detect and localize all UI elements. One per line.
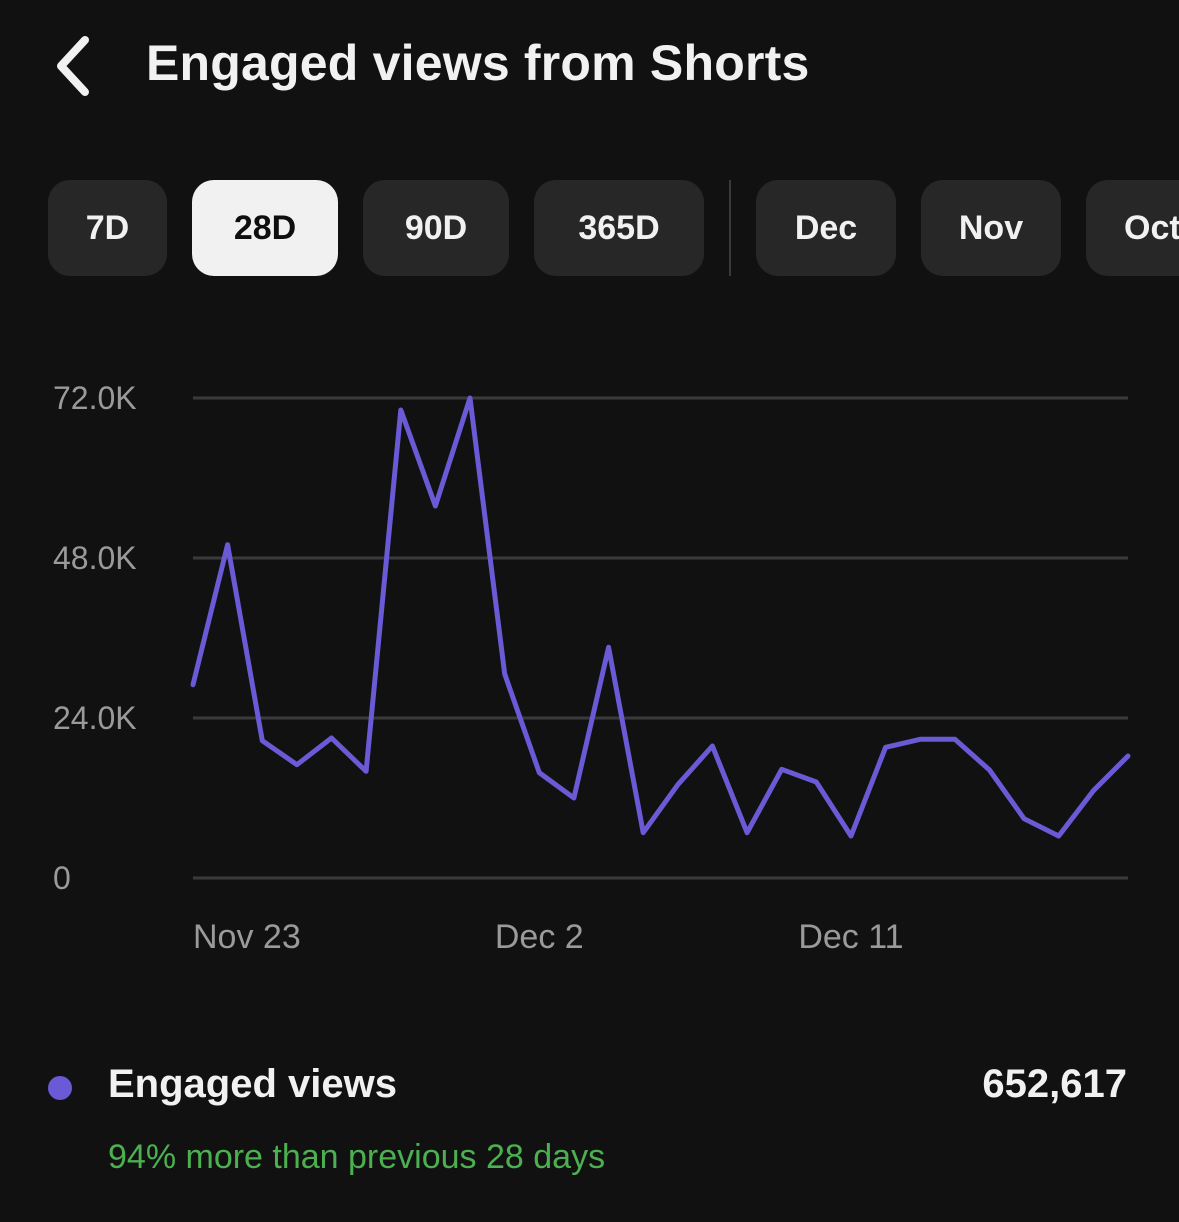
x-tick-label: Dec 2	[495, 918, 584, 956]
chip-90d[interactable]: 90D	[363, 180, 509, 276]
y-tick-label: 72.0K	[53, 380, 137, 416]
chip-divider	[729, 180, 731, 276]
y-tick-label: 24.0K	[53, 700, 137, 736]
legend: Engaged views 652,617 94% more than prev…	[0, 1050, 1179, 1200]
chip-7d[interactable]: 7D	[48, 180, 167, 276]
x-tick-label: Nov 23	[193, 918, 301, 956]
comparison-text: 94% more than previous 28 days	[108, 1138, 606, 1176]
line-chart: 0 24.0K 48.0K 72.0K Nov 23 Dec 2 Dec 11	[53, 380, 1131, 956]
header: Engaged views from Shorts	[0, 0, 1179, 140]
y-tick-label: 48.0K	[53, 540, 137, 576]
chip-365d[interactable]: 365D	[534, 180, 704, 276]
y-tick-label: 0	[53, 860, 71, 896]
series-line-engaged-views	[190, 395, 1131, 839]
chevron-left-icon	[57, 36, 89, 96]
period-chips: 7D 28D 90D 365D Dec Nov Oct	[0, 180, 1179, 276]
legend-dot	[48, 1076, 72, 1100]
chip-nov[interactable]: Nov	[921, 180, 1061, 276]
page-title: Engaged views from Shorts	[146, 35, 810, 91]
x-tick-label: Dec 11	[798, 918, 903, 956]
legend-value: 652,617	[982, 1062, 1127, 1106]
back-button[interactable]	[38, 30, 108, 102]
legend-label: Engaged views	[108, 1062, 397, 1106]
chip-dec[interactable]: Dec	[756, 180, 896, 276]
chip-28d[interactable]: 28D	[192, 180, 338, 276]
chip-oct[interactable]: Oct	[1086, 180, 1179, 276]
